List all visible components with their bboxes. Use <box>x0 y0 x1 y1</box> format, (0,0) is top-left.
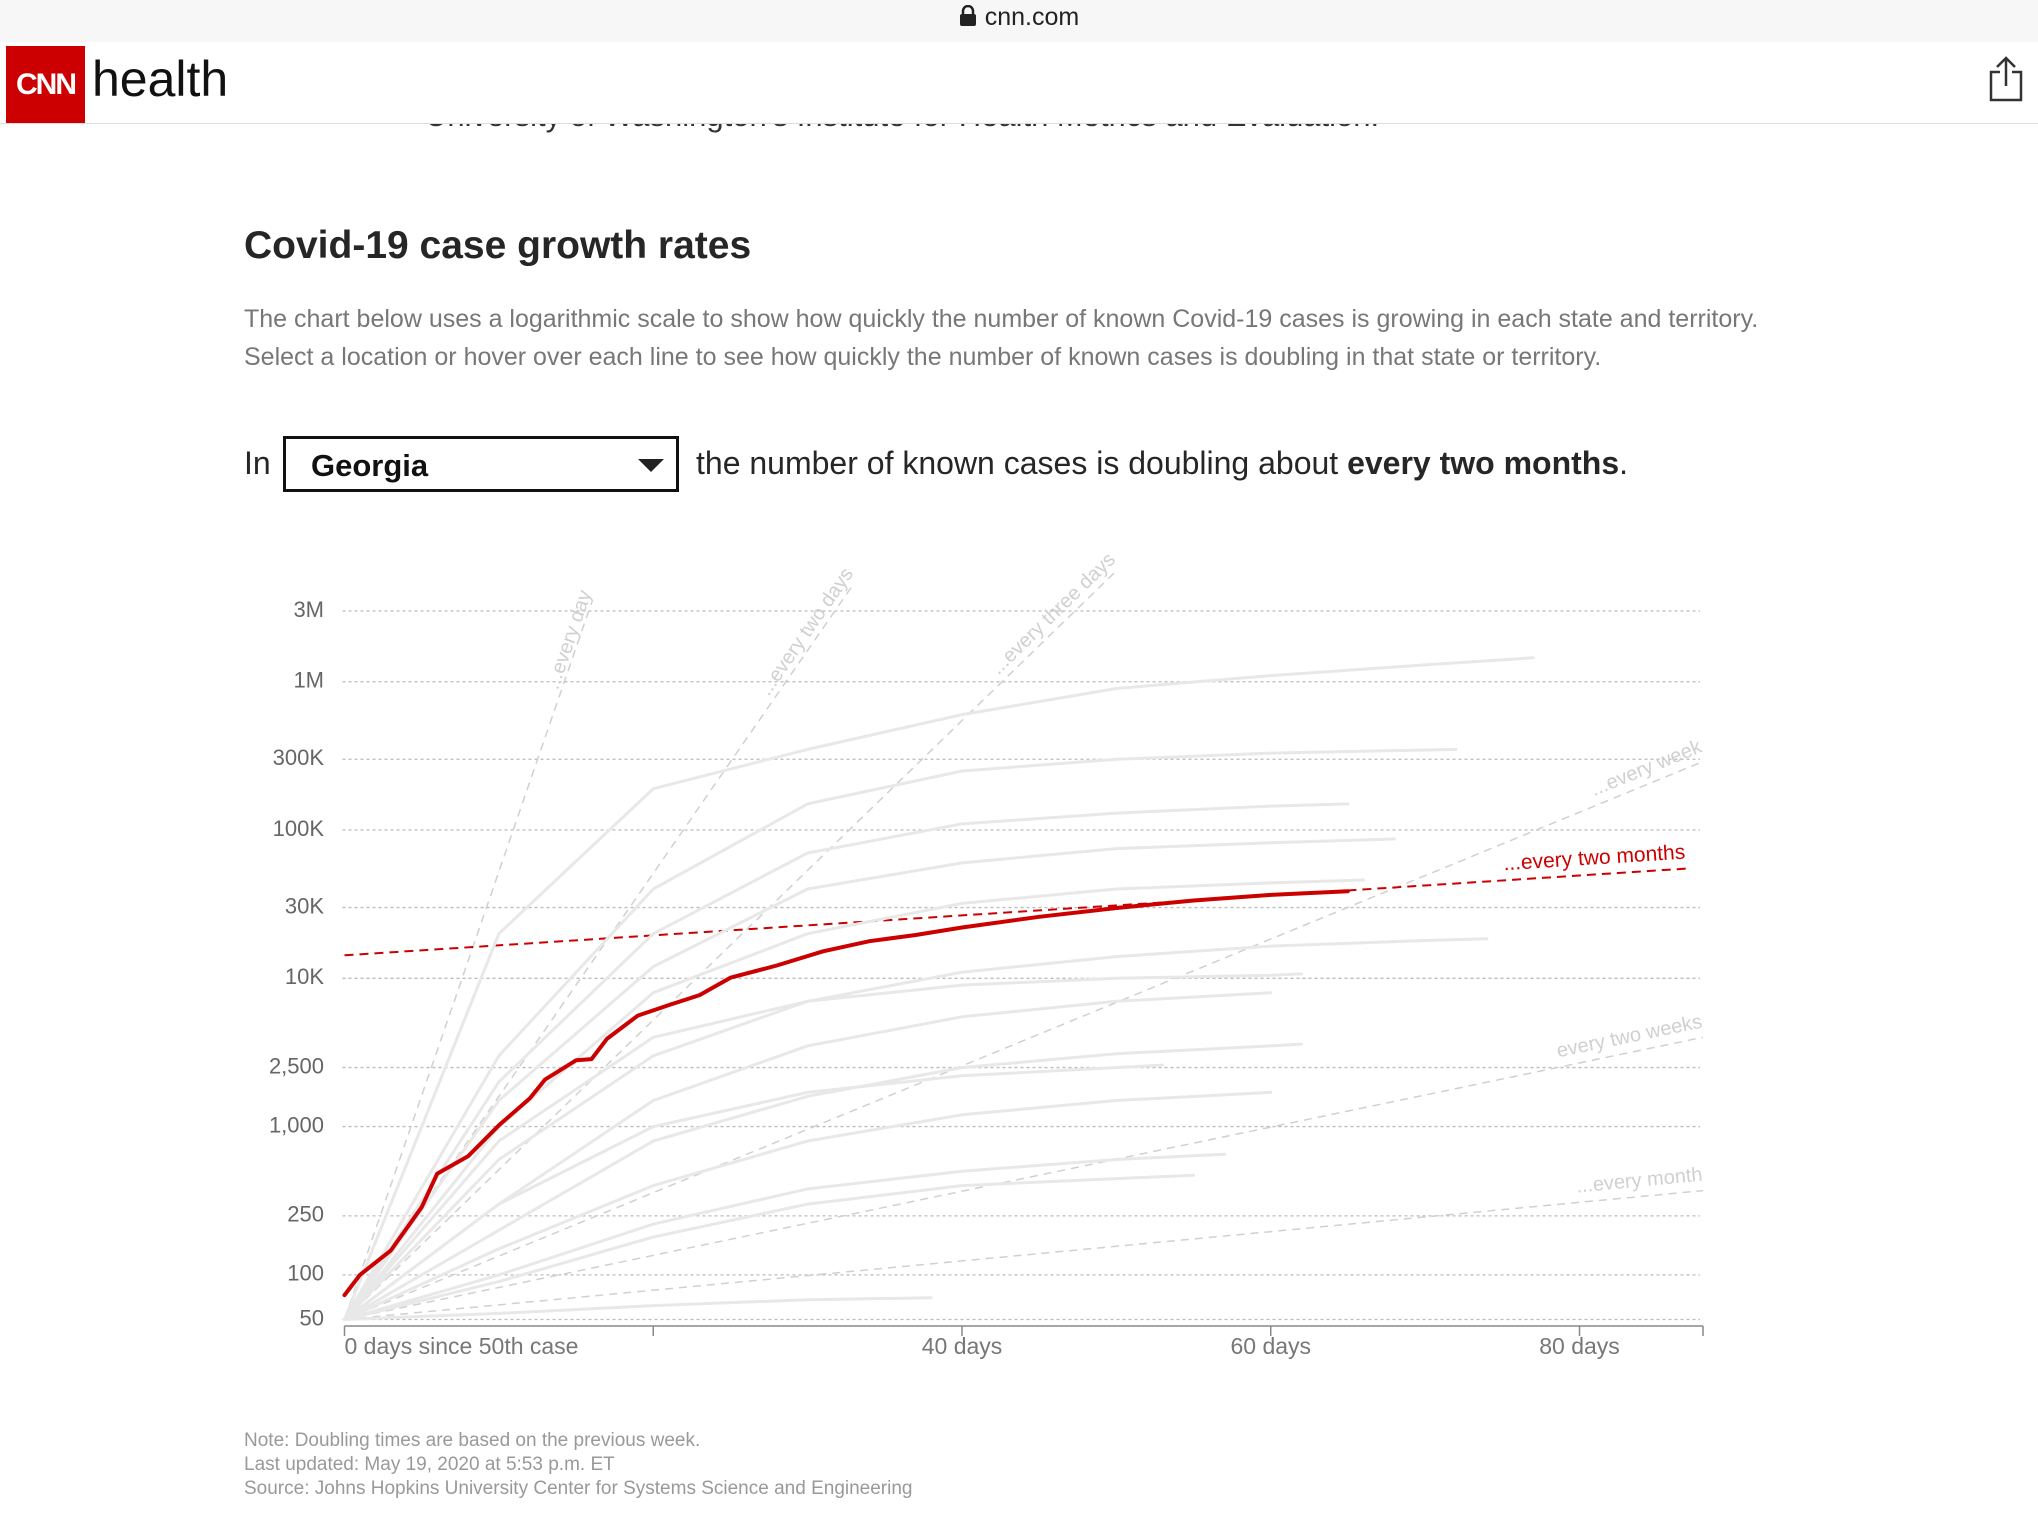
series-line <box>343 747 1458 1321</box>
y-tick-label: 100K <box>273 816 325 841</box>
dropdown-value: Georgia <box>311 448 429 483</box>
reference-label: ...every two days <box>755 564 858 700</box>
series-line <box>343 972 1304 1321</box>
browser-bar: cnn.com <box>0 0 2038 42</box>
selected-series-line <box>342 889 1350 1298</box>
series-line <box>343 1090 1273 1321</box>
series-line <box>343 1152 1226 1321</box>
y-tick-label: 250 <box>287 1202 324 1227</box>
y-tick-label: 2,500 <box>269 1053 324 1078</box>
sentence-end: . <box>1619 445 1629 481</box>
series-line <box>343 1296 933 1321</box>
y-tick-label: 100 <box>287 1261 324 1286</box>
logo[interactable]: CNN <box>6 46 85 123</box>
share-icon[interactable] <box>1988 56 2024 102</box>
reference-line <box>344 1036 1704 1321</box>
y-tick-label: 1M <box>293 668 324 693</box>
y-tick-label: 300K <box>273 745 325 770</box>
note: Source: Johns Hopkins University Center … <box>244 1478 913 1499</box>
y-tick-label: 30K <box>285 893 324 918</box>
series-line <box>343 837 1396 1321</box>
series-line <box>343 1063 1165 1321</box>
reference-label: ...every week <box>1588 735 1706 800</box>
y-tick-label: 3M <box>293 597 324 622</box>
note: Last updated: May 19, 2020 at 5:53 p.m. … <box>244 1454 615 1475</box>
x-tick-label: 80 days <box>1539 1333 1620 1359</box>
reference-label-highlight: ...every two months <box>1503 841 1686 876</box>
plot-area <box>342 570 1704 1321</box>
x-tick-label: 40 days <box>922 1333 1003 1359</box>
reference-line <box>343 570 1117 1321</box>
reference-line <box>344 760 1704 1321</box>
location-dropdown[interactable]: Georgia <box>283 436 679 492</box>
y-tick-label: 50 <box>300 1305 324 1330</box>
series-line <box>343 937 1489 1321</box>
url-text: cnn.com <box>984 3 1080 31</box>
reference-line <box>344 1189 1704 1321</box>
reference-line <box>344 867 1688 957</box>
section-name[interactable]: health <box>92 51 229 107</box>
description: The chart below uses a logarithmic scale… <box>244 305 1759 371</box>
rate: every two months <box>1347 445 1620 481</box>
x-tick-label: 0 days since 50th case <box>345 1333 579 1359</box>
y-tick-label: 10K <box>285 964 324 989</box>
series-line <box>343 1173 1196 1321</box>
series-line <box>343 1042 1304 1321</box>
reference-label: ...every three days <box>986 549 1119 679</box>
lock-icon <box>959 4 976 26</box>
reference-label: ...every day <box>542 587 596 692</box>
reference-label: every two weeks <box>1555 1011 1704 1063</box>
series-line <box>343 656 1535 1321</box>
sentence: the number of known cases is doubling ab… <box>696 445 1339 481</box>
selector-prefix: In <box>244 445 271 481</box>
dropdown-arrow <box>638 459 664 472</box>
reference-line <box>343 602 593 1320</box>
heading: Covid-19 case growth rates <box>244 224 752 267</box>
note: Note: Doubling times are based on the pr… <box>244 1430 701 1451</box>
site-header: CNN health <box>0 42 2038 124</box>
x-tick-label: 60 days <box>1230 1333 1311 1359</box>
series-line <box>343 802 1350 1321</box>
reference-line <box>343 583 855 1320</box>
y-tick-label: 1,000 <box>269 1112 324 1137</box>
grid <box>342 610 1700 1321</box>
selector-sentence: the number of known cases is doubling ab… <box>696 445 1628 482</box>
url[interactable]: cnn.com <box>0 3 2038 32</box>
